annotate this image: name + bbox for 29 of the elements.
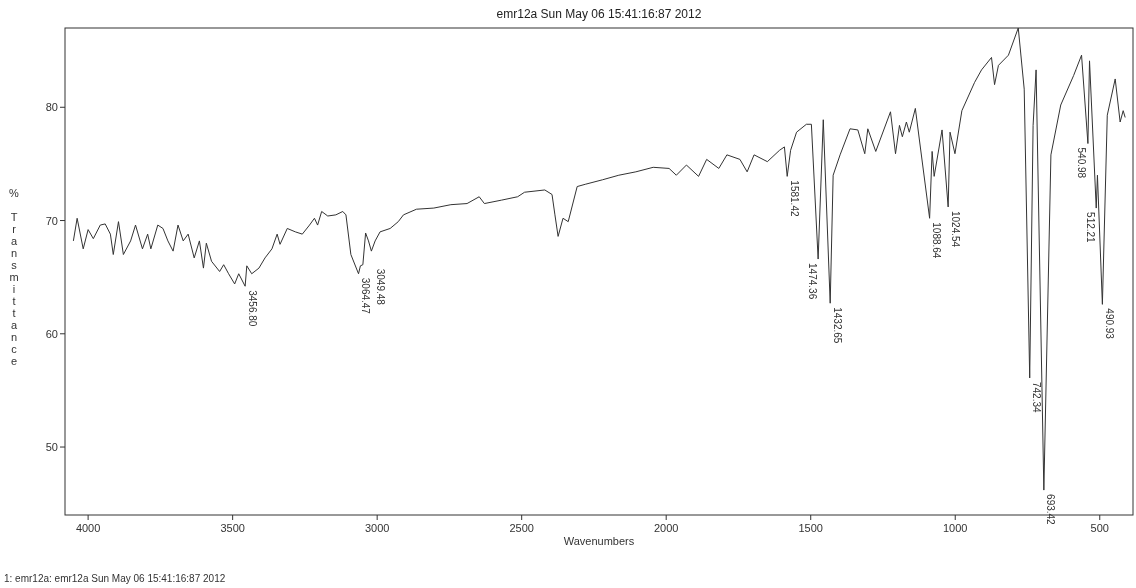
annotation: 1432.65: [831, 307, 843, 344]
x-tick-label: 1500: [798, 522, 823, 534]
x-tick-label: 2000: [653, 522, 679, 534]
x-tick-label: 2500: [509, 522, 534, 534]
x-axis-title: Wavenumbers: [563, 535, 635, 547]
x-tick-label: 3500: [220, 522, 245, 534]
x-tick-label: 1000: [943, 522, 968, 534]
annotation: 490.93: [1103, 308, 1115, 340]
annotation: 1088.64: [931, 222, 943, 259]
annotation: 1581.42: [788, 180, 800, 217]
y-tick-label: 50: [45, 441, 58, 454]
annotation: 1024.54: [949, 210, 961, 248]
y-tick-label: 70: [45, 214, 58, 227]
annotation: 512.21: [1084, 212, 1096, 244]
y-tick-label: 80: [45, 101, 58, 114]
x-tick-label: 3000: [364, 522, 390, 534]
annotation: 742.34: [1031, 381, 1043, 413]
annotation: 540.98: [1076, 147, 1088, 179]
y-tick-label: 60: [45, 327, 58, 340]
text: % Transmittance: [9, 186, 19, 367]
x-tick-label: 4000: [75, 522, 101, 534]
annotation: 3049.48: [374, 268, 386, 306]
annotation: 1474.36: [806, 263, 818, 300]
annotation: 3456.80: [246, 290, 258, 327]
annotation: 693.42: [1045, 494, 1057, 526]
x-tick-label: 500: [1090, 522, 1109, 534]
text: 1: emr12a: emr12a Sun May 06 15:41:16:87 2012: [4, 573, 226, 584]
chart-title: emr12a Sun May 06 15:41:16:87 2012: [496, 7, 702, 21]
annotation: 3064.47: [360, 277, 372, 315]
